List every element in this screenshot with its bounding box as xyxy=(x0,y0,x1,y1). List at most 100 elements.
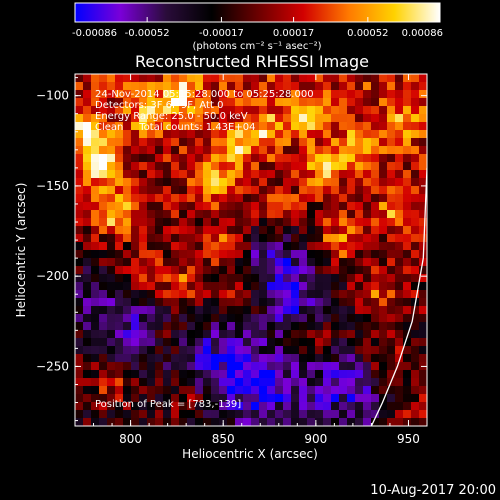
heatmap-cell xyxy=(83,338,92,347)
heatmap-cell xyxy=(267,258,276,267)
heatmap-cell xyxy=(323,146,332,155)
heatmap-cell xyxy=(307,378,316,387)
heatmap-cell xyxy=(187,146,196,155)
heatmap-cell xyxy=(91,218,100,227)
heatmap-cell xyxy=(291,98,300,107)
heatmap-cell xyxy=(323,202,332,211)
heatmap-cell xyxy=(419,130,427,139)
heatmap-cell xyxy=(283,138,292,147)
heatmap-cell xyxy=(115,338,124,347)
heatmap-cell xyxy=(387,98,396,107)
heatmap-cell xyxy=(235,114,244,123)
heatmap-cell xyxy=(379,370,388,379)
heatmap-cell xyxy=(403,410,412,419)
heatmap-cell xyxy=(171,106,180,115)
heatmap-cell xyxy=(243,234,252,243)
heatmap-cell xyxy=(411,410,420,419)
heatmap-cell xyxy=(107,122,116,131)
heatmap-cell xyxy=(291,82,300,91)
heatmap-cell xyxy=(163,90,172,99)
heatmap-cell xyxy=(195,122,204,131)
heatmap-cell xyxy=(331,370,340,379)
heatmap-cell xyxy=(243,82,252,91)
heatmap-cell xyxy=(219,346,228,355)
heatmap-cell xyxy=(387,266,396,275)
heatmap-cell xyxy=(291,146,300,155)
heatmap-cell xyxy=(395,234,404,243)
heatmap-cell xyxy=(179,226,188,235)
heatmap-cell xyxy=(395,130,404,139)
heatmap-cell xyxy=(283,154,292,163)
heatmap-cell xyxy=(123,90,132,99)
heatmap-cell xyxy=(403,242,412,251)
heatmap-cell xyxy=(347,370,356,379)
heatmap-cell xyxy=(155,370,164,379)
heatmap-cell xyxy=(387,74,396,83)
heatmap-cell xyxy=(195,106,204,115)
heatmap-cell xyxy=(211,402,220,411)
heatmap-cell xyxy=(315,250,324,259)
heatmap-cell xyxy=(75,218,84,227)
heatmap-cell xyxy=(267,218,276,227)
heatmap-cell xyxy=(371,394,380,403)
heatmap-cell xyxy=(163,266,172,275)
colorbar: -0.00086 -0.00052 -0.00017 0.00017 0.00052 0.… xyxy=(72,2,443,52)
heatmap-cell xyxy=(355,386,364,395)
heatmap-cell xyxy=(155,82,164,91)
heatmap-cell xyxy=(403,266,412,275)
heatmap-cell xyxy=(299,170,308,179)
heatmap-cell xyxy=(323,162,332,171)
heatmap-cell xyxy=(75,346,84,355)
heatmap-cell xyxy=(395,82,404,91)
heatmap-cell xyxy=(171,346,180,355)
heatmap-cell xyxy=(155,250,164,259)
heatmap-cell xyxy=(83,330,92,339)
heatmap-cell xyxy=(395,250,404,259)
heatmap-cell xyxy=(243,378,252,387)
heatmap-cell xyxy=(131,242,140,251)
heatmap-cell xyxy=(299,210,308,219)
heatmap-cell xyxy=(403,138,412,147)
heatmap-cell xyxy=(115,106,124,115)
heatmap-cell xyxy=(203,322,212,331)
heatmap-cell xyxy=(235,194,244,203)
heatmap-cell xyxy=(131,98,140,107)
heatmap-cell xyxy=(267,282,276,291)
heatmap-cell xyxy=(211,274,220,283)
heatmap-cell xyxy=(299,234,308,243)
heatmap-cell xyxy=(115,242,124,251)
heatmap-cell xyxy=(163,314,172,323)
heatmap-cell xyxy=(387,250,396,259)
heatmap-cell xyxy=(139,154,148,163)
heatmap-cell xyxy=(371,250,380,259)
heatmap-cell xyxy=(339,266,348,275)
heatmap-cell xyxy=(307,186,316,195)
heatmap-cell xyxy=(283,82,292,91)
heatmap-cell xyxy=(259,330,268,339)
heatmap-cell xyxy=(235,258,244,267)
heatmap-cell xyxy=(163,410,172,419)
heatmap-cell xyxy=(203,330,212,339)
heatmap-cell xyxy=(131,130,140,139)
heatmap-cell xyxy=(299,362,308,371)
heatmap-cell xyxy=(411,394,420,403)
heatmap-cell xyxy=(171,282,180,291)
heatmap-cell xyxy=(291,114,300,123)
heatmap-cell xyxy=(315,130,324,139)
heatmap-cell xyxy=(379,274,388,283)
heatmap-cell xyxy=(371,234,380,243)
heatmap-cell xyxy=(307,210,316,219)
heatmap-cell xyxy=(99,186,108,195)
heatmap-cell xyxy=(187,130,196,139)
heatmap-cell xyxy=(355,162,364,171)
heatmap-cell xyxy=(123,322,132,331)
heatmap-cell xyxy=(419,154,427,163)
heatmap-cell xyxy=(227,282,236,291)
heatmap-cell xyxy=(355,178,364,187)
heatmap-cell xyxy=(107,354,116,363)
heatmap-cell xyxy=(291,90,300,99)
heatmap-cell xyxy=(123,258,132,267)
heatmap-cell xyxy=(291,122,300,131)
heatmap-cell xyxy=(131,258,140,267)
heatmap-cell xyxy=(187,98,196,107)
